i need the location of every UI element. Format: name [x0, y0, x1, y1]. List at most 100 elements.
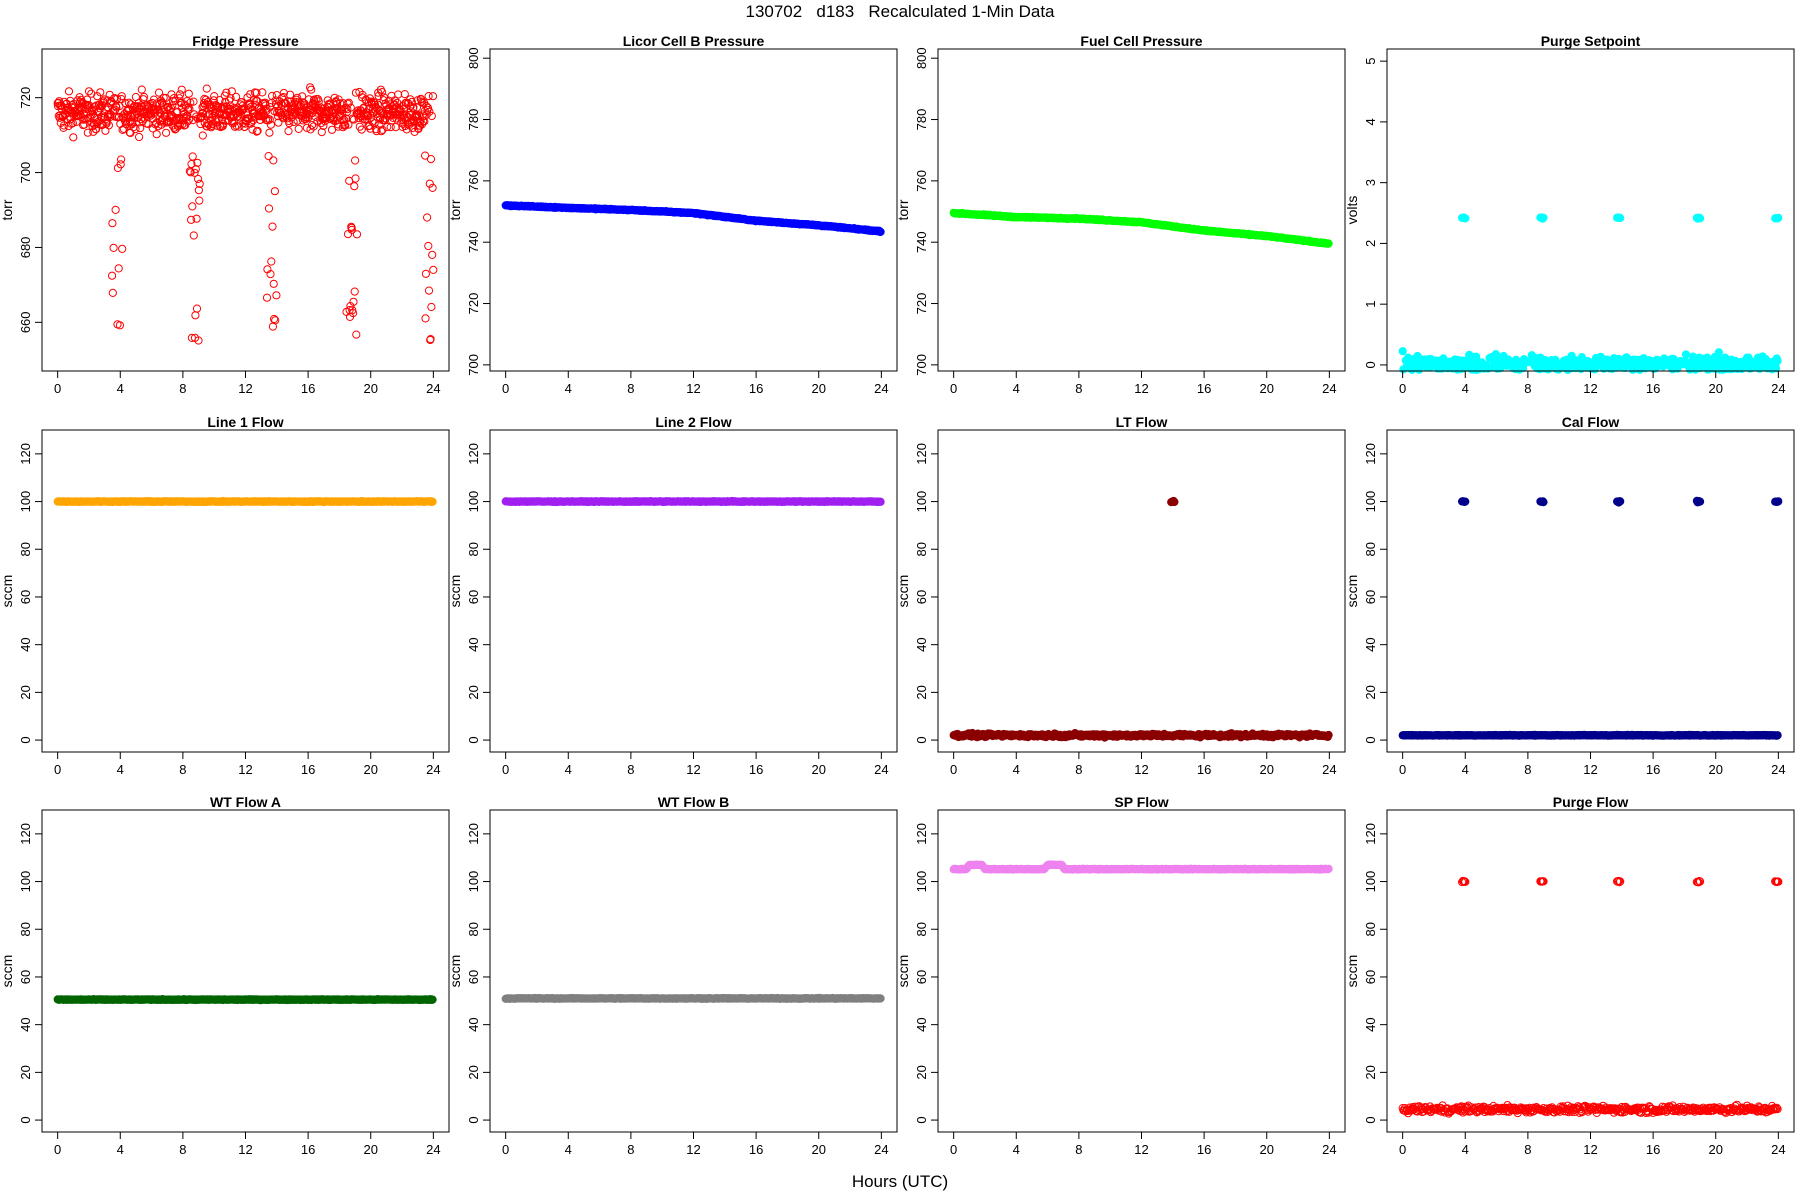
- data-point: [307, 121, 317, 130]
- y-tick-label: 120: [914, 443, 929, 465]
- y-tick-label: 60: [914, 590, 929, 604]
- x-tick-label: 4: [1013, 762, 1020, 777]
- data-point: [428, 92, 438, 101]
- x-tick-label: 8: [1075, 762, 1082, 777]
- data-point: [402, 125, 411, 134]
- data-point: [84, 87, 94, 96]
- data-point: [370, 119, 379, 128]
- y-tick-label: 0: [914, 736, 929, 743]
- data-point: [59, 121, 69, 130]
- data-point: [114, 264, 123, 273]
- data-point: [210, 92, 219, 101]
- data-point: [115, 321, 125, 330]
- plot-frame: [1386, 429, 1795, 753]
- y-axis-label: sccm: [1344, 575, 1360, 608]
- data-point: [264, 204, 274, 213]
- y-axis-label: torr: [447, 199, 463, 220]
- y-tick-label: 4: [1363, 118, 1378, 125]
- data-point: [203, 97, 212, 107]
- data-point: [192, 112, 201, 121]
- spike-point: [1539, 213, 1548, 222]
- plot-frame: [41, 429, 450, 753]
- data-point: [244, 104, 253, 113]
- y-tick-label: 100: [914, 491, 929, 513]
- y-tick-label: 60: [18, 590, 33, 604]
- data-point: [176, 90, 185, 99]
- y-tick-label: 680: [18, 237, 33, 259]
- data-point: [195, 196, 204, 205]
- data-point: [285, 119, 294, 128]
- data-point: [64, 87, 74, 96]
- x-tick-label: 0: [502, 381, 509, 396]
- y-tick-label: 120: [1363, 443, 1378, 465]
- data-point: [338, 105, 347, 114]
- data-point: [247, 117, 256, 126]
- x-tick-label: 4: [1462, 381, 1469, 396]
- x-tick-label: 4: [565, 762, 572, 777]
- data-point: [246, 90, 255, 99]
- data-point: [194, 336, 203, 345]
- data-point: [1472, 352, 1481, 361]
- spike-point: [1774, 497, 1783, 506]
- data-point: [129, 123, 138, 132]
- data-point: [188, 152, 197, 161]
- data-point: [286, 97, 295, 106]
- y-tick-label: 660: [18, 311, 33, 333]
- x-tick-label: 4: [117, 381, 124, 396]
- y-tick-label: 100: [18, 491, 33, 513]
- data-point: [407, 97, 416, 107]
- data-point: [391, 123, 400, 132]
- data-point: [271, 316, 280, 325]
- data-point: [350, 287, 359, 296]
- spike-point: [1616, 213, 1625, 223]
- data-point: [344, 120, 353, 129]
- data-point: [131, 125, 140, 134]
- y-tick-label: 80: [18, 542, 33, 556]
- data-point: [152, 130, 161, 139]
- y-tick-label: 20: [18, 685, 33, 699]
- spike-point: [1774, 213, 1783, 222]
- y-tick-label: 760: [466, 170, 481, 192]
- x-tick-label: 12: [1134, 762, 1148, 777]
- x-tick-label: 8: [1524, 381, 1531, 396]
- data-point: [421, 314, 430, 323]
- data-points: [501, 201, 885, 236]
- data-point: [1714, 348, 1724, 357]
- data-point: [189, 231, 198, 240]
- panel-title: Fridge Pressure: [192, 33, 299, 49]
- data-point: [194, 186, 203, 195]
- x-tick-label: 20: [1259, 762, 1273, 777]
- panel-title: LT Flow: [1116, 414, 1168, 430]
- data-point: [337, 110, 346, 119]
- data-points: [1398, 213, 1783, 375]
- data-points: [53, 995, 437, 1005]
- data-point: [349, 297, 358, 306]
- x-tick-label: 20: [1259, 381, 1273, 396]
- y-axis-label: sccm: [895, 575, 911, 608]
- data-point: [111, 205, 120, 214]
- data-points: [53, 496, 437, 507]
- data-point: [55, 97, 64, 106]
- data-point: [156, 117, 165, 126]
- y-tick-label: 0: [1363, 361, 1378, 368]
- data-point: [225, 96, 234, 105]
- data-point: [351, 174, 360, 183]
- y-tick-label: 0: [1363, 736, 1378, 743]
- y-tick-label: 2: [1363, 240, 1378, 247]
- data-point: [383, 122, 392, 132]
- data-point: [135, 132, 144, 142]
- x-tick-label: 24: [426, 762, 440, 777]
- y-axis-label: torr: [0, 199, 15, 220]
- spike-point: [1616, 497, 1625, 506]
- data-point: [368, 117, 377, 126]
- data-point: [284, 127, 293, 136]
- data-point: [429, 265, 438, 274]
- data-point: [424, 92, 433, 101]
- data-points: [501, 496, 885, 507]
- data-point: [314, 97, 323, 106]
- data-point: [374, 88, 383, 97]
